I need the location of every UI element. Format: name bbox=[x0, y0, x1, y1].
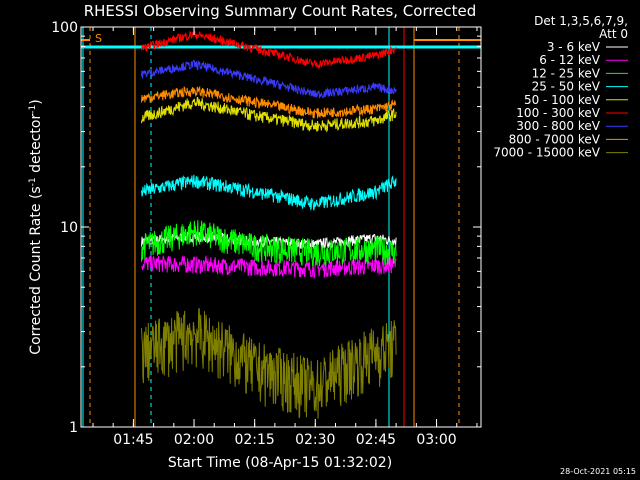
x-tick-label-3: 02:30 bbox=[295, 432, 335, 448]
legend-label-1: 6 - 12 keV bbox=[539, 53, 601, 67]
legend-label-4: 50 - 100 keV bbox=[524, 93, 601, 107]
series-line-2 bbox=[141, 220, 397, 267]
legend-label-3: 25 - 50 keV bbox=[532, 80, 601, 94]
axis-ticks: 01:45 02:00 02:15 02:30 02:45 03:00 1 10 100 bbox=[51, 20, 481, 448]
legend-header-line2: Att 0 bbox=[599, 27, 628, 41]
y-tick-label-0: 1 bbox=[69, 420, 78, 436]
series-line-5 bbox=[141, 30, 397, 70]
x-tick-label-1: 02:00 bbox=[174, 432, 214, 448]
x-tick-label-2: 02:15 bbox=[234, 432, 274, 448]
y-tick-label-1: 10 bbox=[60, 220, 78, 236]
series-line-4 bbox=[141, 96, 397, 133]
s-marker-label: S bbox=[95, 32, 102, 45]
y-tick-label-2: 100 bbox=[51, 20, 78, 36]
legend-label-2: 12 - 25 keV bbox=[532, 66, 601, 80]
series-line-7 bbox=[141, 85, 397, 119]
legend-label-7: 800 - 7000 keV bbox=[509, 132, 601, 146]
series-line-3 bbox=[141, 174, 397, 211]
series-layer bbox=[141, 30, 397, 419]
generation-timestamp: 28-Oct-2021 05:15 bbox=[560, 467, 636, 476]
series-line-8 bbox=[141, 307, 397, 419]
x-tick-label-4: 02:45 bbox=[356, 432, 396, 448]
observing-markers bbox=[81, 27, 481, 427]
x-tick-label-5: 03:00 bbox=[416, 432, 456, 448]
series-line-6 bbox=[141, 59, 397, 99]
series-line-1 bbox=[141, 254, 397, 279]
legend-label-0: 3 - 6 keV bbox=[547, 40, 601, 54]
x-axis-label: Start Time (08-Apr-15 01:32:02) bbox=[168, 455, 392, 471]
legend-header-line1: Det 1,3,5,6,7,9, bbox=[534, 14, 628, 28]
chart-title: RHESSI Observing Summary Count Rates, Co… bbox=[84, 2, 477, 20]
x-tick-label-0: 01:45 bbox=[113, 432, 153, 448]
legend-label-5: 100 - 300 keV bbox=[516, 106, 600, 120]
y-axis-label: Corrected Count Rate (s-1 detector-1) bbox=[28, 99, 44, 354]
legend-label-6: 300 - 800 keV bbox=[516, 119, 600, 133]
legend-label-8: 7000 - 15000 keV bbox=[493, 146, 600, 160]
